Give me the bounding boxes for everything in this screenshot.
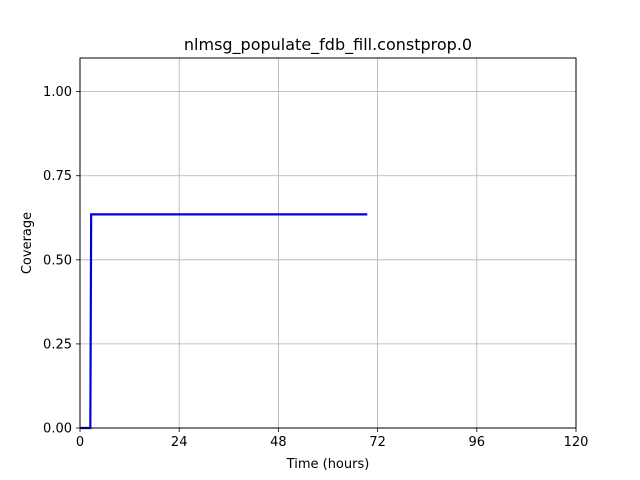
y-tick-label: 1.00 [43, 85, 72, 100]
x-axis-label: Time (hours) [286, 457, 370, 472]
x-tick-label: 96 [469, 435, 486, 450]
x-tick-label: 72 [369, 435, 386, 450]
grid-lines [79, 58, 577, 429]
chart-title: nlmsg_populate_fdb_fill.constprop.0 [184, 35, 472, 55]
x-tick-label: 120 [564, 435, 589, 450]
y-axis-ticks: 0.00 0.25 0.50 0.75 1.00 [43, 85, 80, 437]
y-axis-label: Coverage [20, 212, 35, 274]
y-tick-label: 0.00 [43, 422, 72, 437]
plot-area-background [80, 58, 576, 428]
y-tick-label: 0.75 [43, 169, 72, 184]
x-tick-label: 0 [76, 435, 84, 450]
plot-frame [79, 57, 577, 429]
x-tick-label: 48 [270, 435, 287, 450]
y-tick-label: 0.25 [43, 337, 72, 352]
x-axis-ticks: 0 24 48 72 96 120 [76, 428, 589, 450]
x-tick-label: 24 [171, 435, 188, 450]
y-tick-label: 0.50 [43, 253, 72, 268]
